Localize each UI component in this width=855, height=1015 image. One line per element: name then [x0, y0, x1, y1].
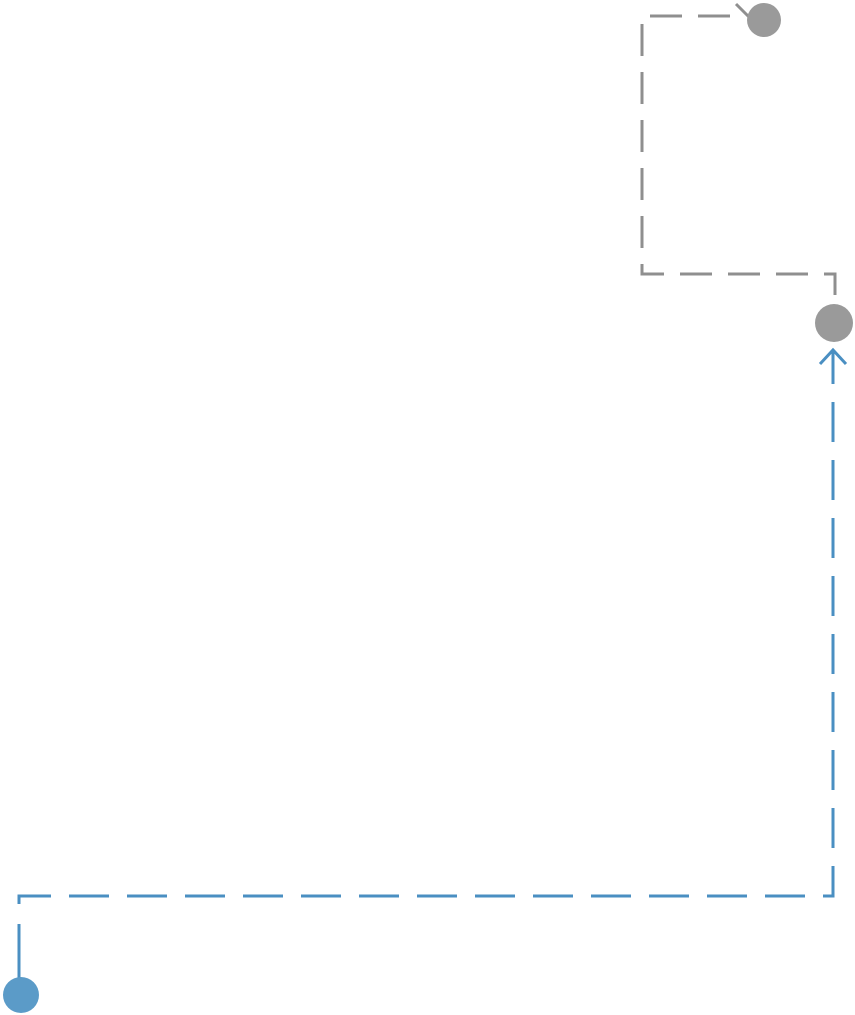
gray-connector — [640, 2, 837, 302]
bottom-left-node[interactable] — [3, 977, 39, 1013]
right-node[interactable] — [815, 304, 853, 342]
blue-connector — [17, 347, 848, 980]
gray-connector-path — [640, 14, 837, 302]
blue-connector-path — [17, 352, 835, 904]
top-node[interactable] — [747, 3, 781, 37]
blue-arrowhead-icon — [818, 347, 848, 366]
